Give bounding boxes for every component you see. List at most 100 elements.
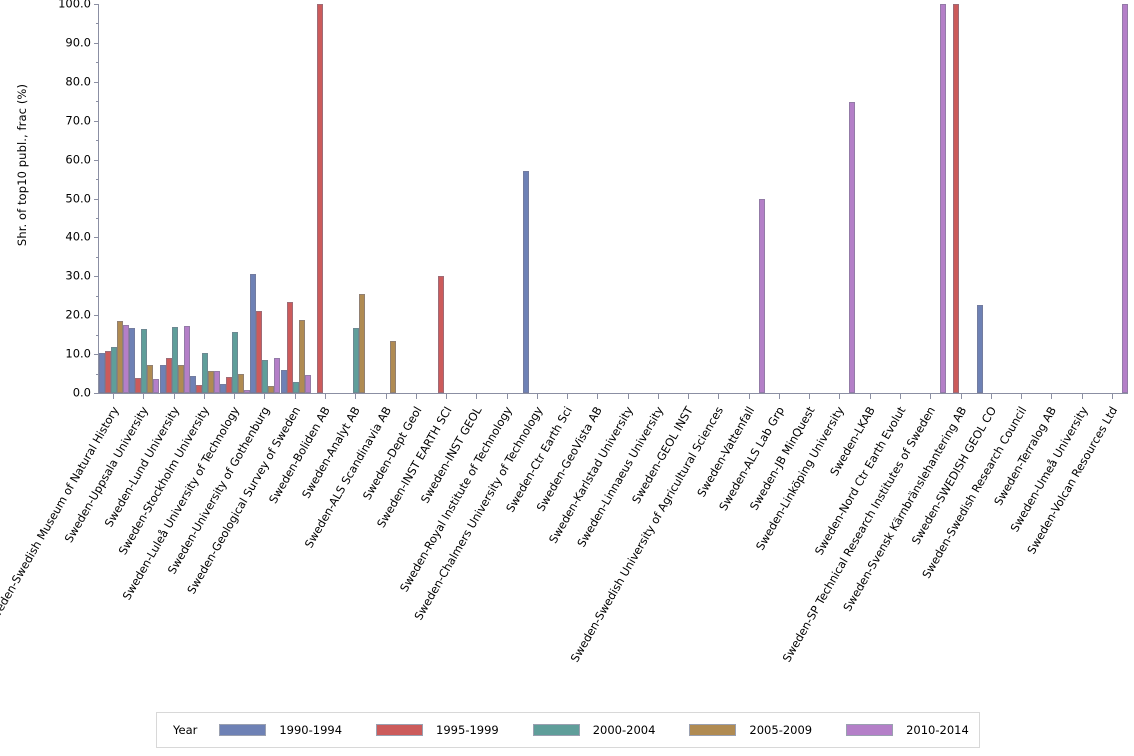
bar[interactable] [141, 328, 148, 393]
bar[interactable] [1121, 4, 1128, 393]
bar-group [644, 4, 674, 393]
bar[interactable] [849, 102, 856, 393]
x-tick-mark [355, 394, 357, 399]
y-tick-mark [93, 198, 99, 200]
x-tick-label: Sweden-Chalmers University of Technology [411, 404, 546, 623]
y-tick-minor-mark [95, 334, 99, 336]
bar[interactable] [952, 4, 959, 393]
bar[interactable] [159, 364, 166, 393]
bar-group-bars [159, 4, 190, 393]
bar[interactable] [220, 384, 227, 393]
x-tick-label: Sweden-ALS Scandinavia AB [301, 404, 394, 551]
bar[interactable] [256, 311, 263, 393]
bar[interactable] [117, 321, 124, 393]
legend-entry[interactable]: 2010-2014 [846, 723, 991, 737]
bar[interactable] [304, 375, 311, 393]
x-tick-mark [203, 394, 205, 399]
bar[interactable] [286, 301, 293, 393]
bar-group [99, 4, 130, 393]
legend-swatch [376, 724, 424, 736]
x-tick-label: Sweden-Royal Institute of Technology [397, 404, 515, 595]
y-tick-label: 70.0 [65, 113, 91, 128]
y-tick-minor-mark [95, 217, 99, 219]
legend: Year 1990-1994 1995-1999 2000-2004 2005-200… [156, 712, 980, 748]
bar-group-bars [886, 4, 916, 393]
bar[interactable] [123, 324, 130, 393]
bar-group [583, 4, 613, 393]
x-tick-label: Sweden-Svensk Kärnbränslehantering AB [840, 404, 969, 614]
bar-group [1067, 4, 1097, 393]
bar[interactable] [213, 370, 220, 393]
bar[interactable] [389, 340, 396, 393]
bar-group [492, 4, 522, 393]
bar[interactable] [189, 375, 196, 393]
y-tick-label: 30.0 [65, 268, 91, 283]
bar[interactable] [129, 328, 136, 393]
bar[interactable] [292, 381, 299, 393]
bar[interactable] [268, 386, 275, 393]
bar[interactable] [438, 276, 445, 393]
bar[interactable] [250, 273, 257, 393]
y-tick-minor-mark [95, 373, 99, 375]
bar[interactable] [238, 373, 245, 393]
bar[interactable] [177, 365, 184, 393]
bar[interactable] [262, 360, 269, 393]
bar[interactable] [153, 379, 160, 393]
bar[interactable] [135, 378, 142, 393]
bar[interactable] [183, 326, 190, 393]
bar[interactable] [147, 364, 154, 393]
bar-group-bars [522, 4, 553, 393]
bar[interactable] [280, 370, 287, 393]
bar[interactable] [244, 389, 251, 393]
legend-label: 1995-1999 [436, 723, 499, 737]
bar[interactable] [353, 328, 360, 393]
bar-group-bars [704, 4, 734, 393]
bar[interactable] [99, 353, 106, 393]
bar-group [371, 4, 401, 393]
x-tick-mark [657, 394, 659, 399]
bar-group [946, 4, 976, 393]
bar[interactable] [359, 293, 366, 393]
y-tick-label: 50.0 [65, 191, 91, 205]
legend-swatch [219, 724, 267, 736]
x-tick-mark [567, 394, 569, 399]
y-tick-mark [93, 120, 99, 122]
bar-group [432, 4, 462, 393]
bar[interactable] [195, 385, 202, 393]
bar[interactable] [940, 4, 947, 393]
x-tick-label: Sweden-Linnaeus University [574, 404, 667, 550]
bar-group-bars [402, 4, 432, 393]
x-tick-mark [809, 394, 811, 399]
bar[interactable] [274, 358, 281, 393]
x-tick-label: Sweden-Dept Geol [360, 404, 425, 503]
bar[interactable] [758, 198, 765, 393]
x-tick-mark [536, 394, 538, 399]
bar[interactable] [207, 370, 214, 393]
y-tick-label: 40.0 [65, 229, 91, 244]
legend-entry[interactable]: 2000-2004 [532, 723, 678, 737]
bar[interactable] [232, 331, 239, 393]
bar-group [1037, 4, 1067, 393]
bar-group-bars [129, 4, 160, 393]
bar[interactable] [976, 304, 983, 393]
x-tick-label: Sweden-LKAB [827, 404, 878, 479]
bar[interactable] [171, 326, 178, 393]
x-tick-label: Sweden-JB MinQuest [747, 404, 818, 513]
y-tick-mark [93, 4, 99, 5]
legend-entry[interactable]: 1990-1994 [219, 723, 364, 737]
bar[interactable] [201, 353, 208, 393]
x-tick-label: Sweden-Nord Ctr Earth Evolut [812, 404, 909, 558]
bar[interactable] [165, 358, 172, 393]
legend-entry[interactable]: 1995-1999 [376, 723, 521, 737]
x-tick-label: Sweden-GeoVista AB [534, 404, 606, 514]
bar[interactable] [316, 4, 323, 393]
y-tick-minor-mark [95, 179, 99, 181]
x-tick-mark [778, 394, 780, 399]
bar[interactable] [298, 319, 305, 393]
bar[interactable] [105, 351, 112, 393]
bar[interactable] [111, 347, 118, 393]
legend-entry[interactable]: 2005-2009 [689, 723, 834, 737]
bar[interactable] [226, 377, 233, 393]
x-tick-mark [718, 394, 720, 399]
bar[interactable] [522, 170, 529, 393]
